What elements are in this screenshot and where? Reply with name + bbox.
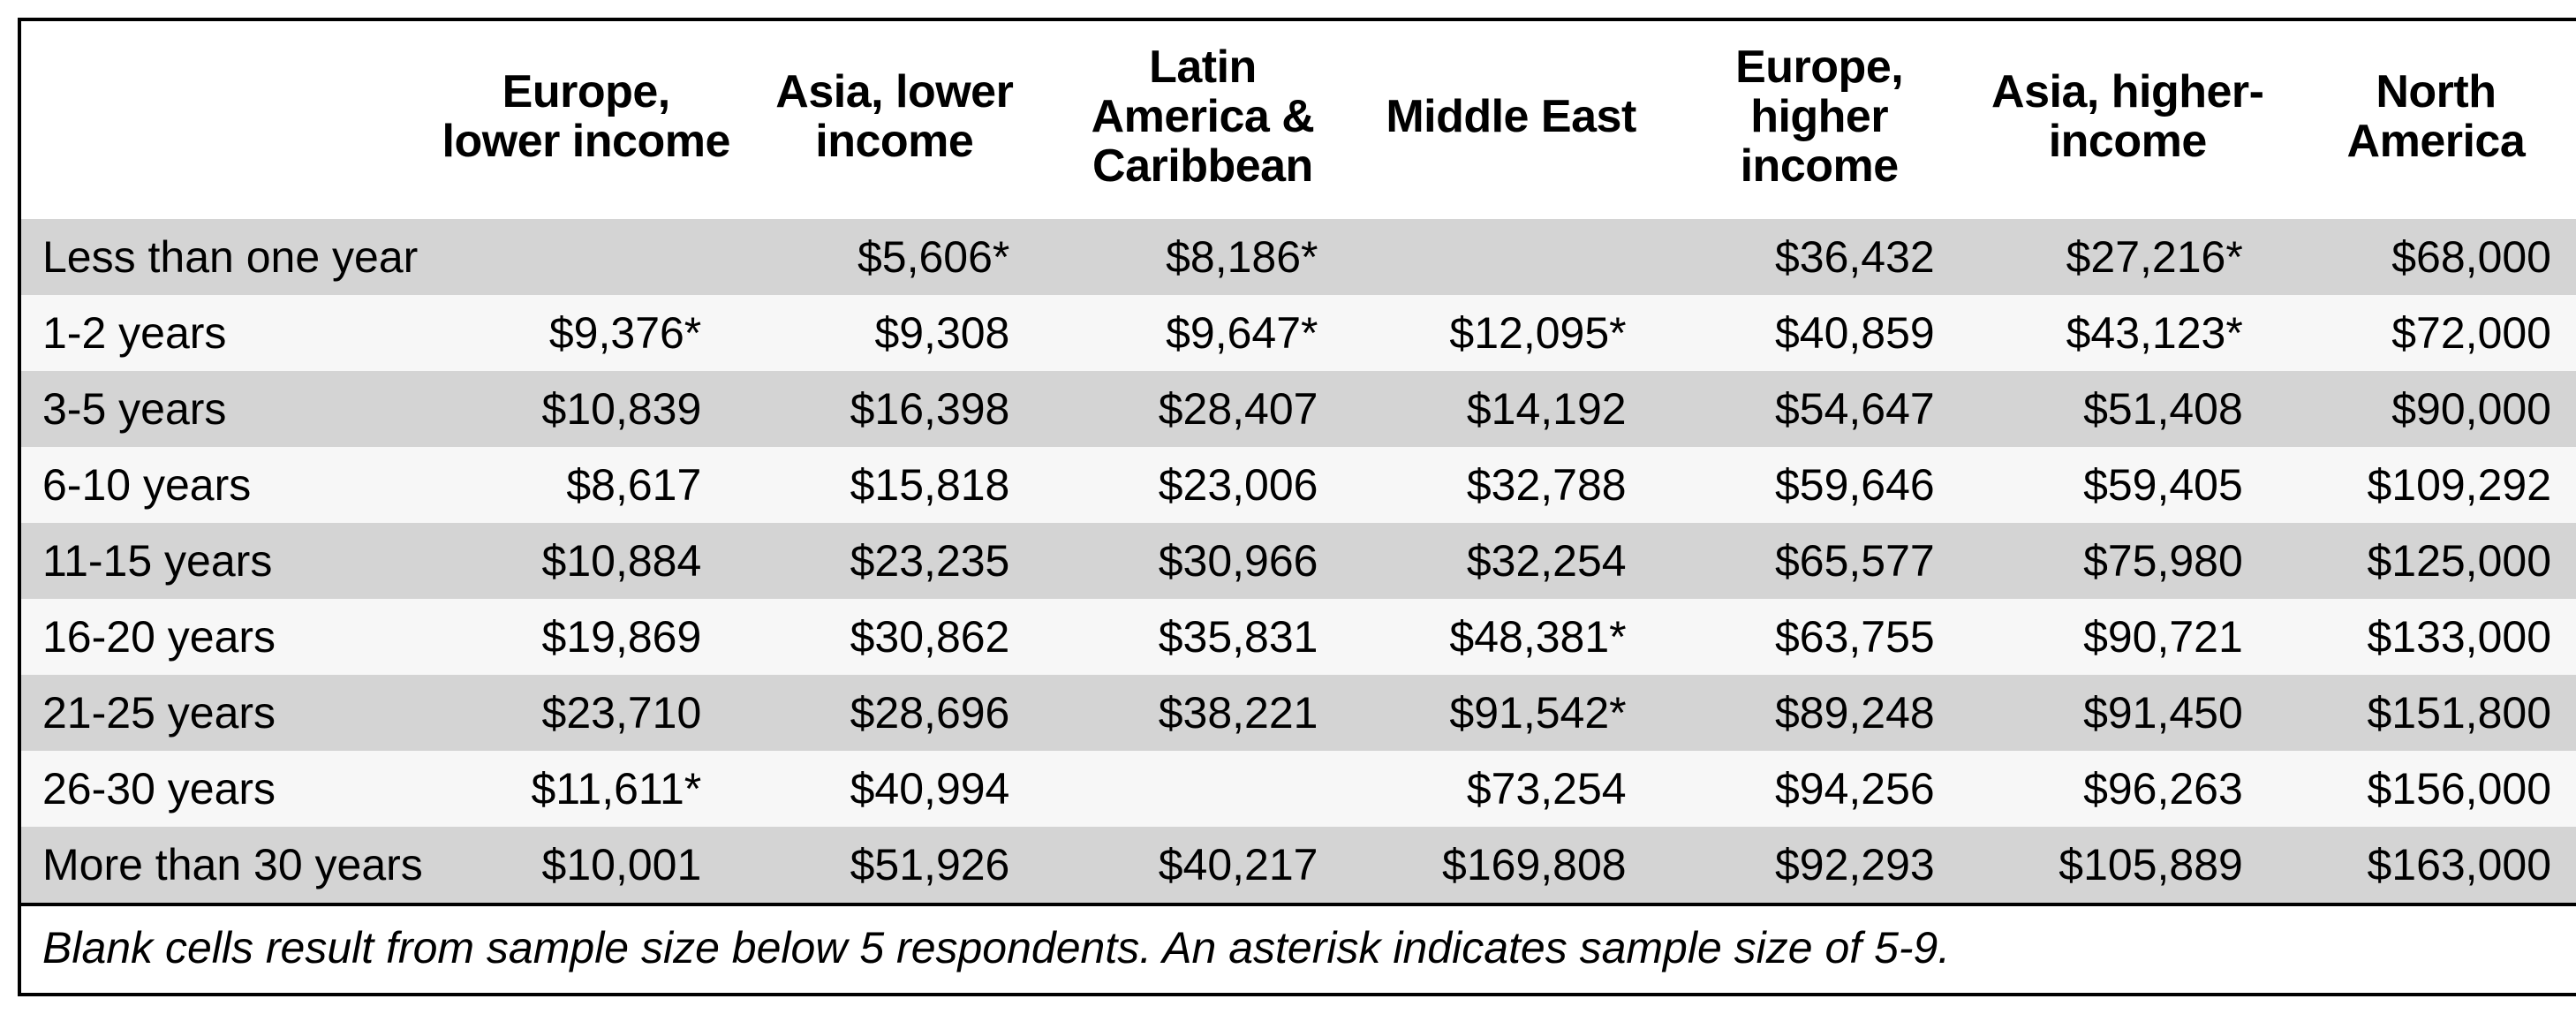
- table-row: More than 30 years$10,001$51,926$40,217$…: [21, 827, 2576, 903]
- data-cell: $63,755: [1666, 599, 1974, 675]
- data-cell: $169,808: [1356, 827, 1665, 903]
- col-header-europe-higher: Europe, higher income: [1666, 21, 1974, 219]
- data-cell: $5,606*: [740, 219, 1048, 295]
- data-cell: $92,293: [1666, 827, 1974, 903]
- data-cell: $8,186*: [1048, 219, 1356, 295]
- row-header: 1-2 years: [21, 295, 432, 371]
- data-cell: $35,831: [1048, 599, 1356, 675]
- data-cell: $32,254: [1356, 523, 1665, 599]
- data-cell: $91,542*: [1356, 675, 1665, 751]
- data-cell: $96,263: [1974, 751, 2282, 827]
- data-cell: $8,617: [432, 447, 740, 523]
- data-cell: $48,381*: [1356, 599, 1665, 675]
- row-header: 11-15 years: [21, 523, 432, 599]
- data-cell: $40,217: [1048, 827, 1356, 903]
- table-row: Less than one year$5,606*$8,186*$36,432$…: [21, 219, 2576, 295]
- data-cell: $89,248: [1666, 675, 1974, 751]
- data-cell: $10,001: [432, 827, 740, 903]
- row-header: 3-5 years: [21, 371, 432, 447]
- data-cell: $59,646: [1666, 447, 1974, 523]
- table-row: 16-20 years$19,869$30,862$35,831$48,381*…: [21, 599, 2576, 675]
- data-cell: $16,398: [740, 371, 1048, 447]
- table-footnote: Blank cells result from sample size belo…: [21, 903, 2576, 993]
- data-cell: $105,889: [1974, 827, 2282, 903]
- salary-table: Europe, lower income Asia, lower income …: [21, 21, 2576, 903]
- col-header-asia-higher: Asia, higher- income: [1974, 21, 2282, 219]
- table-row: 1-2 years$9,376*$9,308$9,647*$12,095*$40…: [21, 295, 2576, 371]
- row-header: 26-30 years: [21, 751, 432, 827]
- data-cell: $90,721: [1974, 599, 2282, 675]
- data-cell: $36,432: [1666, 219, 1974, 295]
- data-cell: $10,839: [432, 371, 740, 447]
- data-cell: $90,000: [2282, 371, 2576, 447]
- data-cell: $23,710: [432, 675, 740, 751]
- data-cell: $9,308: [740, 295, 1048, 371]
- data-cell: $19,869: [432, 599, 740, 675]
- data-cell: $10,884: [432, 523, 740, 599]
- data-cell: $43,123*: [1974, 295, 2282, 371]
- data-cell: $40,994: [740, 751, 1048, 827]
- data-cell: $68,000: [2282, 219, 2576, 295]
- data-cell: $12,095*: [1356, 295, 1665, 371]
- data-cell: $9,647*: [1048, 295, 1356, 371]
- data-cell: [1048, 751, 1356, 827]
- data-cell: $51,408: [1974, 371, 2282, 447]
- col-header-middle-east: Middle East: [1356, 21, 1665, 219]
- col-header-north-america: North America: [2282, 21, 2576, 219]
- row-header: Less than one year: [21, 219, 432, 295]
- salary-table-container: Europe, lower income Asia, lower income …: [18, 18, 2576, 996]
- col-header-latin-america: Latin America & Caribbean: [1048, 21, 1356, 219]
- data-cell: $65,577: [1666, 523, 1974, 599]
- data-cell: $23,006: [1048, 447, 1356, 523]
- data-cell: [432, 219, 740, 295]
- data-cell: $75,980: [1974, 523, 2282, 599]
- table-row: 11-15 years$10,884$23,235$30,966$32,254$…: [21, 523, 2576, 599]
- data-cell: $54,647: [1666, 371, 1974, 447]
- data-cell: $28,696: [740, 675, 1048, 751]
- data-cell: $38,221: [1048, 675, 1356, 751]
- row-header: 21-25 years: [21, 675, 432, 751]
- row-header: 16-20 years: [21, 599, 432, 675]
- data-cell: $27,216*: [1974, 219, 2282, 295]
- data-cell: $30,966: [1048, 523, 1356, 599]
- data-cell: $59,405: [1974, 447, 2282, 523]
- table-row: 21-25 years$23,710$28,696$38,221$91,542*…: [21, 675, 2576, 751]
- data-cell: $15,818: [740, 447, 1048, 523]
- col-header-europe-lower: Europe, lower income: [432, 21, 740, 219]
- data-cell: $91,450: [1974, 675, 2282, 751]
- data-cell: $11,611*: [432, 751, 740, 827]
- data-cell: $73,254: [1356, 751, 1665, 827]
- data-cell: $163,000: [2282, 827, 2576, 903]
- data-cell: $72,000: [2282, 295, 2576, 371]
- data-cell: $109,292: [2282, 447, 2576, 523]
- table-row: 6-10 years$8,617$15,818$23,006$32,788$59…: [21, 447, 2576, 523]
- row-header: 6-10 years: [21, 447, 432, 523]
- data-cell: [1356, 219, 1665, 295]
- data-cell: $40,859: [1666, 295, 1974, 371]
- row-header: More than 30 years: [21, 827, 432, 903]
- data-cell: $94,256: [1666, 751, 1974, 827]
- data-cell: $32,788: [1356, 447, 1665, 523]
- table-row: 26-30 years$11,611*$40,994 $73,254$94,256…: [21, 751, 2576, 827]
- data-cell: $51,926: [740, 827, 1048, 903]
- data-cell: $30,862: [740, 599, 1048, 675]
- data-cell: $23,235: [740, 523, 1048, 599]
- data-cell: $14,192: [1356, 371, 1665, 447]
- data-cell: $151,800: [2282, 675, 2576, 751]
- table-header: Europe, lower income Asia, lower income …: [21, 21, 2576, 219]
- data-cell: $133,000: [2282, 599, 2576, 675]
- data-cell: $9,376*: [432, 295, 740, 371]
- col-header-asia-lower: Asia, lower income: [740, 21, 1048, 219]
- data-cell: $28,407: [1048, 371, 1356, 447]
- data-cell: $125,000: [2282, 523, 2576, 599]
- col-header-blank: [21, 21, 432, 219]
- table-row: 3-5 years$10,839$16,398$28,407$14,192$54…: [21, 371, 2576, 447]
- data-cell: $156,000: [2282, 751, 2576, 827]
- table-body: Less than one year$5,606*$8,186*$36,432$…: [21, 219, 2576, 903]
